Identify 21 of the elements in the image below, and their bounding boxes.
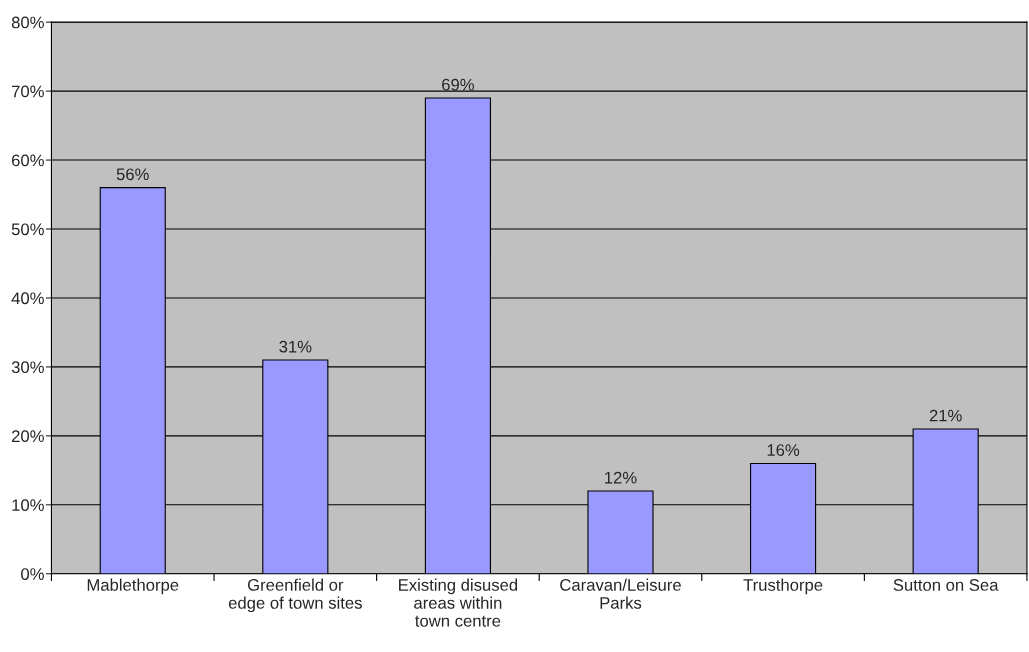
data-label: 16% (767, 444, 800, 456)
y-tick-label: 40% (11, 292, 44, 305)
y-tick-label: 80% (11, 16, 44, 29)
x-tick-label: Greenfield or edge of town sites (228, 578, 362, 613)
data-label: 12% (605, 471, 637, 484)
y-tick-label: 20% (11, 430, 44, 443)
y-tick-label: 50% (11, 223, 44, 236)
x-tick-label: Existing disused areas within town centre (399, 578, 518, 627)
x-tick-label: Trusthorpe (743, 578, 823, 595)
data-label: 56% (116, 168, 149, 181)
data-label: 21% (929, 409, 962, 422)
x-tick-label: Caravan/Leisure Parks (560, 578, 681, 609)
data-label: 69% (442, 78, 474, 91)
x-tick-label: Mablethorpe (87, 578, 179, 595)
y-tick-label: 60% (12, 154, 44, 167)
y-tick-label: 10% (12, 499, 44, 512)
data-label: 31% (279, 340, 312, 353)
y-tick-label: 70% (12, 85, 44, 98)
y-tick-label: 30% (11, 361, 44, 374)
y-tick-label: 0% (21, 568, 44, 580)
x-tick-label: Sutton on Sea (893, 579, 999, 591)
